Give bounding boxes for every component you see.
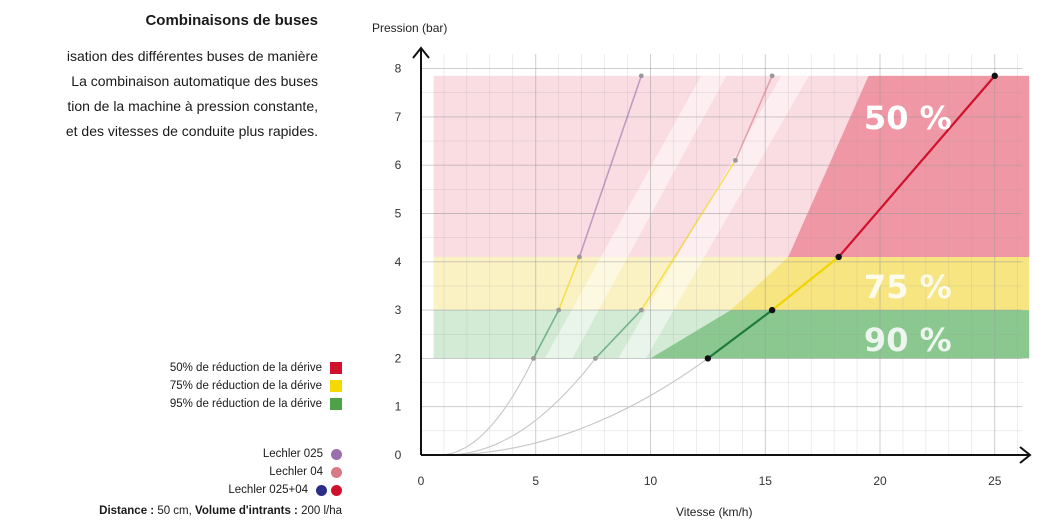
legend-zone-50-label: 50% de réduction de la dérive (169, 362, 322, 374)
zone-label: 90 % (864, 321, 952, 359)
data-point (556, 307, 562, 313)
series-segment (640, 159, 737, 311)
series-segment (578, 75, 643, 258)
nozzle-legend: Lechler 025 Lechler 04 Lechler 025+04 (228, 445, 342, 499)
legend-lechler-025-dot (331, 448, 342, 460)
data-point (768, 306, 776, 314)
zone-label: 50 % (864, 99, 952, 137)
data-point (733, 157, 738, 163)
x-axis-arrow (1019, 446, 1032, 464)
axes: 0 5 10 15 20 25 0 1 2 3 4 5 6 7 8 (395, 46, 1032, 488)
description-line-3: tion de la machine à pression constante, (67, 98, 318, 114)
legend-zone-50: 50% de réduction de la dérive (170, 359, 342, 377)
y-tick-label: 6 (395, 158, 402, 172)
reference-curve-025-04 (441, 357, 709, 456)
x-tick-label: 10 (644, 474, 658, 488)
legend-lechler-025-04-dot-red (331, 484, 342, 496)
legend-lechler-025-04-dot-blue (316, 484, 327, 496)
legend-lechler-025: Lechler 025 (228, 445, 342, 463)
legend-lechler-04-label: Lechler 04 (269, 466, 323, 478)
legend-zone-50-swatch (330, 362, 342, 374)
series-lechler-025 (531, 73, 644, 361)
y-tick-label: 4 (395, 255, 402, 269)
zone-label: 75 % (864, 268, 952, 306)
zone-legend: 50% de réduction de la dérive 75% de réd… (170, 359, 342, 413)
reference-curve-04 (446, 358, 596, 456)
volume-label: Volume d'intrants : (195, 505, 298, 517)
legend-lechler-04: Lechler 04 (228, 463, 342, 481)
data-point (531, 356, 536, 361)
legend-zone-75-swatch (330, 380, 342, 392)
description-line-1: isation des différentes buses de manière (66, 48, 318, 64)
legend-zone-75-label: 75% de réduction de la dérive (169, 380, 322, 392)
data-point (638, 307, 644, 313)
data-point (704, 355, 712, 362)
description-line-4: et des vitesses de conduite plus rapides… (65, 123, 318, 139)
y-tick-label: 0 (395, 448, 402, 462)
zone-90-band (650, 310, 1030, 359)
legend-lechler-025-label: Lechler 025 (262, 448, 323, 460)
footer-settings: Distance : 50 cm, Volume d'intrants : 20… (99, 505, 342, 517)
legend-zone-95: 95% de réduction de la dérive (170, 395, 342, 413)
y-tick-label: 2 (395, 351, 402, 365)
y-axis-label: Pression (bar) (372, 21, 447, 35)
chart-title: Combinaisons de buses (145, 12, 318, 29)
legend-zone-95-swatch (330, 398, 342, 410)
data-point (638, 73, 644, 79)
legend-lechler-04-dot (331, 466, 342, 478)
x-tick-label: 0 (418, 474, 425, 488)
legend-lechler-025-04: Lechler 025+04 (228, 481, 342, 499)
zone-percent-labels: 50 % 75 % 90 % (864, 99, 952, 359)
series-segment (557, 256, 581, 311)
reference-curves (439, 357, 709, 456)
data-point (991, 72, 998, 80)
reference-curve-025 (439, 358, 535, 456)
series-segment (771, 256, 840, 311)
legend-zone-75: 75% de réduction de la dérive (170, 377, 342, 395)
series-segment (532, 309, 560, 359)
description-line-2: La combinaison automatique des buses (71, 73, 318, 89)
drift-zones (433, 75, 1030, 359)
zone-stripe-1 (544, 75, 727, 359)
series-lechler-025-04 (704, 72, 998, 362)
y-tick-label: 8 (395, 62, 402, 76)
series-group (531, 72, 998, 362)
y-tick-label: 1 (395, 400, 402, 414)
data-point (576, 254, 582, 260)
data-point (593, 356, 598, 361)
series-segment (837, 75, 996, 258)
volume-value: 200 l/ha (297, 505, 342, 517)
distance-value: 50 cm, (154, 505, 196, 517)
data-point (769, 73, 775, 79)
series-segment (734, 75, 773, 161)
x-tick-label: 15 (759, 474, 773, 488)
x-axis-label: Vitesse (km/h) (676, 505, 752, 519)
legend-zone-95-label: 95% de réduction de la dérive (169, 398, 322, 410)
series-segment (707, 309, 773, 360)
data-point (835, 253, 842, 261)
y-tick-label: 7 (395, 110, 402, 124)
x-tick-label: 5 (532, 474, 539, 488)
zone-50-band (788, 75, 1030, 257)
description: isation des différentes buses de manière… (66, 44, 318, 144)
y-tick-label: 3 (395, 303, 402, 317)
series-segment (594, 309, 642, 359)
zone-stripe-2 (618, 75, 809, 359)
series-lechler-04 (593, 73, 775, 361)
legend-lechler-025-04-label: Lechler 025+04 (228, 484, 308, 496)
x-tick-label: 20 (873, 474, 887, 488)
y-axis-arrow (412, 46, 430, 59)
distance-label: Distance : (99, 505, 155, 517)
y-tick-label: 5 (395, 207, 402, 221)
x-tick-label: 25 (988, 474, 1002, 488)
